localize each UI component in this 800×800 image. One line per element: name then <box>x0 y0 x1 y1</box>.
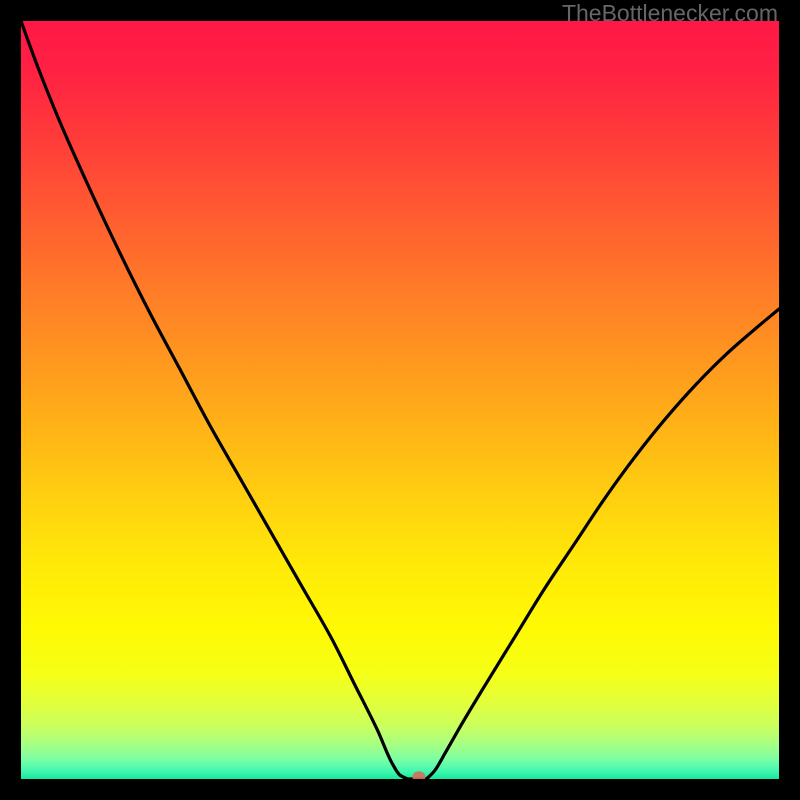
watermark-text: TheBottlenecker.com <box>562 0 778 27</box>
chart-frame: TheBottlenecker.com <box>0 0 800 800</box>
gradient-background <box>21 21 779 779</box>
chart-svg <box>21 21 779 779</box>
plot-area <box>21 21 779 779</box>
